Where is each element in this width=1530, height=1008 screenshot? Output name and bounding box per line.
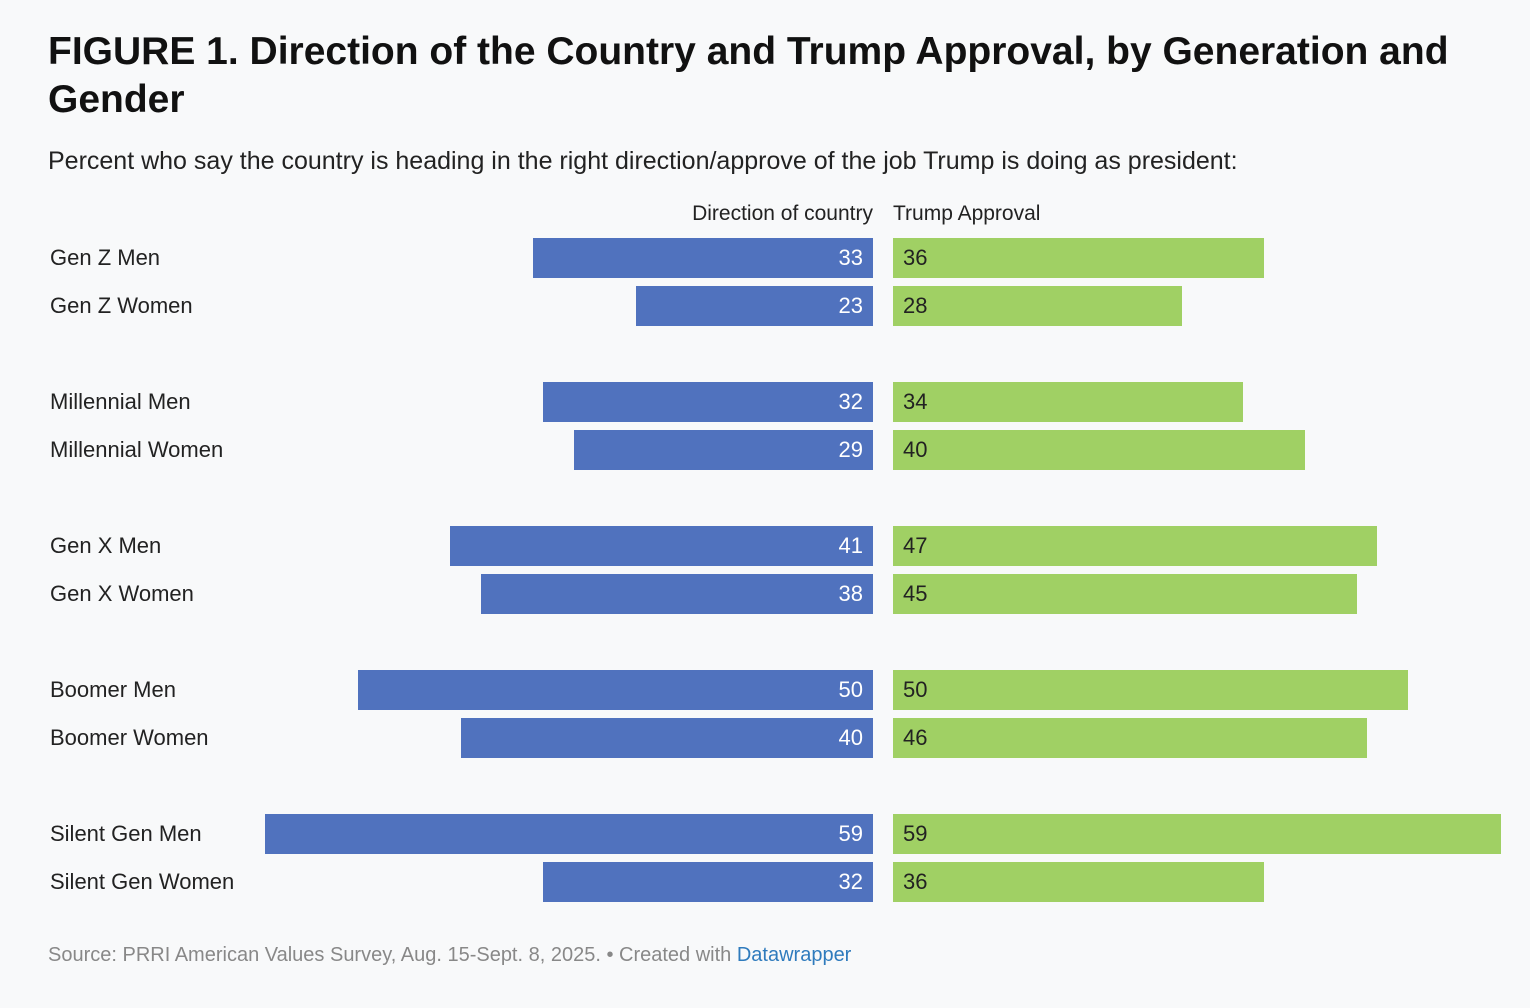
- row-label: Gen X Men: [50, 533, 162, 558]
- bar-trump-approval: 50: [893, 670, 1408, 710]
- row-label: Millennial Men: [50, 389, 191, 414]
- bar-direction-of-country: 32: [543, 862, 873, 902]
- source-text: Source: PRRI American Values Survey, Aug…: [48, 944, 737, 966]
- bar-direction-of-country: 40: [461, 718, 873, 758]
- bar-trump-approval: 34: [893, 382, 1243, 422]
- bar-direction-of-country: 29: [574, 430, 873, 470]
- row-label: Gen Z Men: [50, 245, 161, 270]
- bar-trump-approval: 40: [893, 430, 1305, 470]
- bar-direction-of-country: 33: [533, 238, 873, 278]
- row-label: Gen Z Women: [50, 293, 193, 318]
- bar-trump-approval: 47: [893, 526, 1377, 566]
- column-header-direction: Direction of country: [692, 202, 873, 225]
- source-note: Source: PRRI American Values Survey, Aug…: [48, 940, 851, 970]
- bar-direction-of-country: 38: [481, 574, 873, 614]
- bar-trump-approval: 36: [893, 862, 1264, 902]
- bar-direction-of-country: 41: [450, 526, 873, 566]
- bar-direction-of-country: 59: [265, 814, 873, 854]
- bar-direction-of-country: 23: [636, 286, 873, 326]
- row-label: Millennial Women: [50, 437, 224, 462]
- chart-subtitle: Percent who say the country is heading i…: [48, 147, 1238, 175]
- bar-trump-approval: 59: [893, 814, 1501, 854]
- column-header-approval: Trump Approval: [893, 202, 1041, 225]
- bar-direction-of-country: 32: [543, 382, 873, 422]
- bar-trump-approval: 36: [893, 238, 1264, 278]
- row-label: Boomer Women: [50, 725, 209, 750]
- bar-trump-approval: 46: [893, 718, 1367, 758]
- bar-trump-approval: 28: [893, 286, 1182, 326]
- chart-title: FIGURE 1. Direction of the Country and T…: [48, 30, 1449, 121]
- row-label: Silent Gen Women: [50, 869, 235, 894]
- row-label: Boomer Men: [50, 677, 176, 702]
- row-label: Gen X Women: [50, 581, 194, 606]
- datawrapper-link[interactable]: Datawrapper: [736, 944, 852, 966]
- row-label: Silent Gen Men: [50, 821, 202, 846]
- bar-direction-of-country: 50: [358, 670, 873, 710]
- bar-trump-approval: 45: [893, 574, 1357, 614]
